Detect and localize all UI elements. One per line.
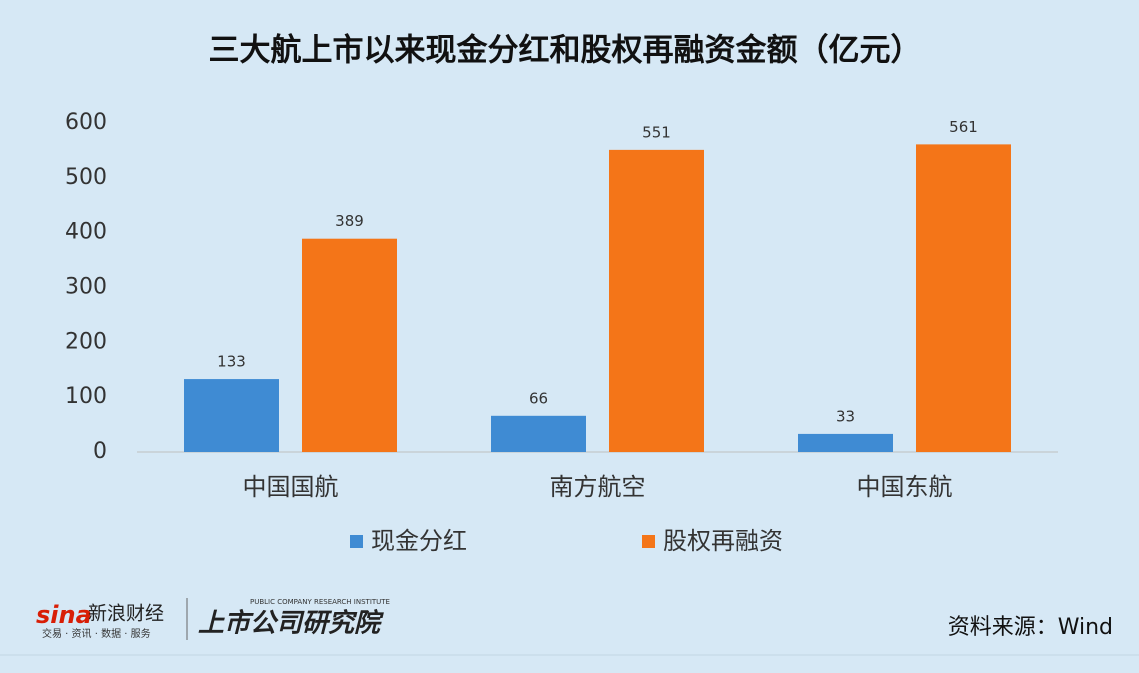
y-tick-label: 600 [65, 110, 107, 135]
chart-title: 三大航上市以来现金分红和股权再融资金额（亿元） [209, 33, 922, 69]
y-tick-label: 200 [65, 329, 107, 354]
y-tick-label: 400 [65, 220, 107, 245]
bar [798, 433, 893, 452]
y-tick-label: 0 [93, 439, 107, 464]
x-tick-label: 中国东航 [857, 473, 953, 501]
bar [184, 379, 279, 452]
value-label: 33 [836, 407, 855, 425]
legend-label: 现金分红 [371, 527, 467, 555]
y-tick-label: 300 [65, 275, 107, 300]
x-tick-label: 中国国航 [243, 473, 339, 501]
legend-label: 股权再融资 [663, 527, 783, 555]
y-tick-label: 100 [65, 384, 107, 409]
logo-institute: 上市公司研究院 [198, 609, 384, 639]
value-label: 389 [335, 212, 364, 230]
logo-tagline: 交易 · 资讯 · 数据 · 服务 [42, 627, 151, 640]
legend-swatch [350, 535, 363, 548]
bar [916, 144, 1011, 452]
bar [609, 149, 704, 452]
value-label: 551 [642, 123, 671, 141]
source: 资料来源：Wind [948, 615, 1113, 640]
legend-swatch [642, 535, 655, 548]
bar [491, 415, 586, 452]
bar [302, 238, 397, 452]
logo-institute-en: PUBLIC COMPANY RESEARCH INSTITUTE [250, 598, 390, 606]
x-tick-label: 南方航空 [550, 473, 646, 501]
y-tick-label: 500 [65, 165, 107, 190]
value-label: 561 [949, 118, 978, 136]
logo-brand: sina [36, 601, 92, 629]
value-label: 133 [217, 353, 246, 371]
value-label: 66 [529, 389, 548, 407]
logo-name: 新浪财经 [88, 603, 164, 625]
